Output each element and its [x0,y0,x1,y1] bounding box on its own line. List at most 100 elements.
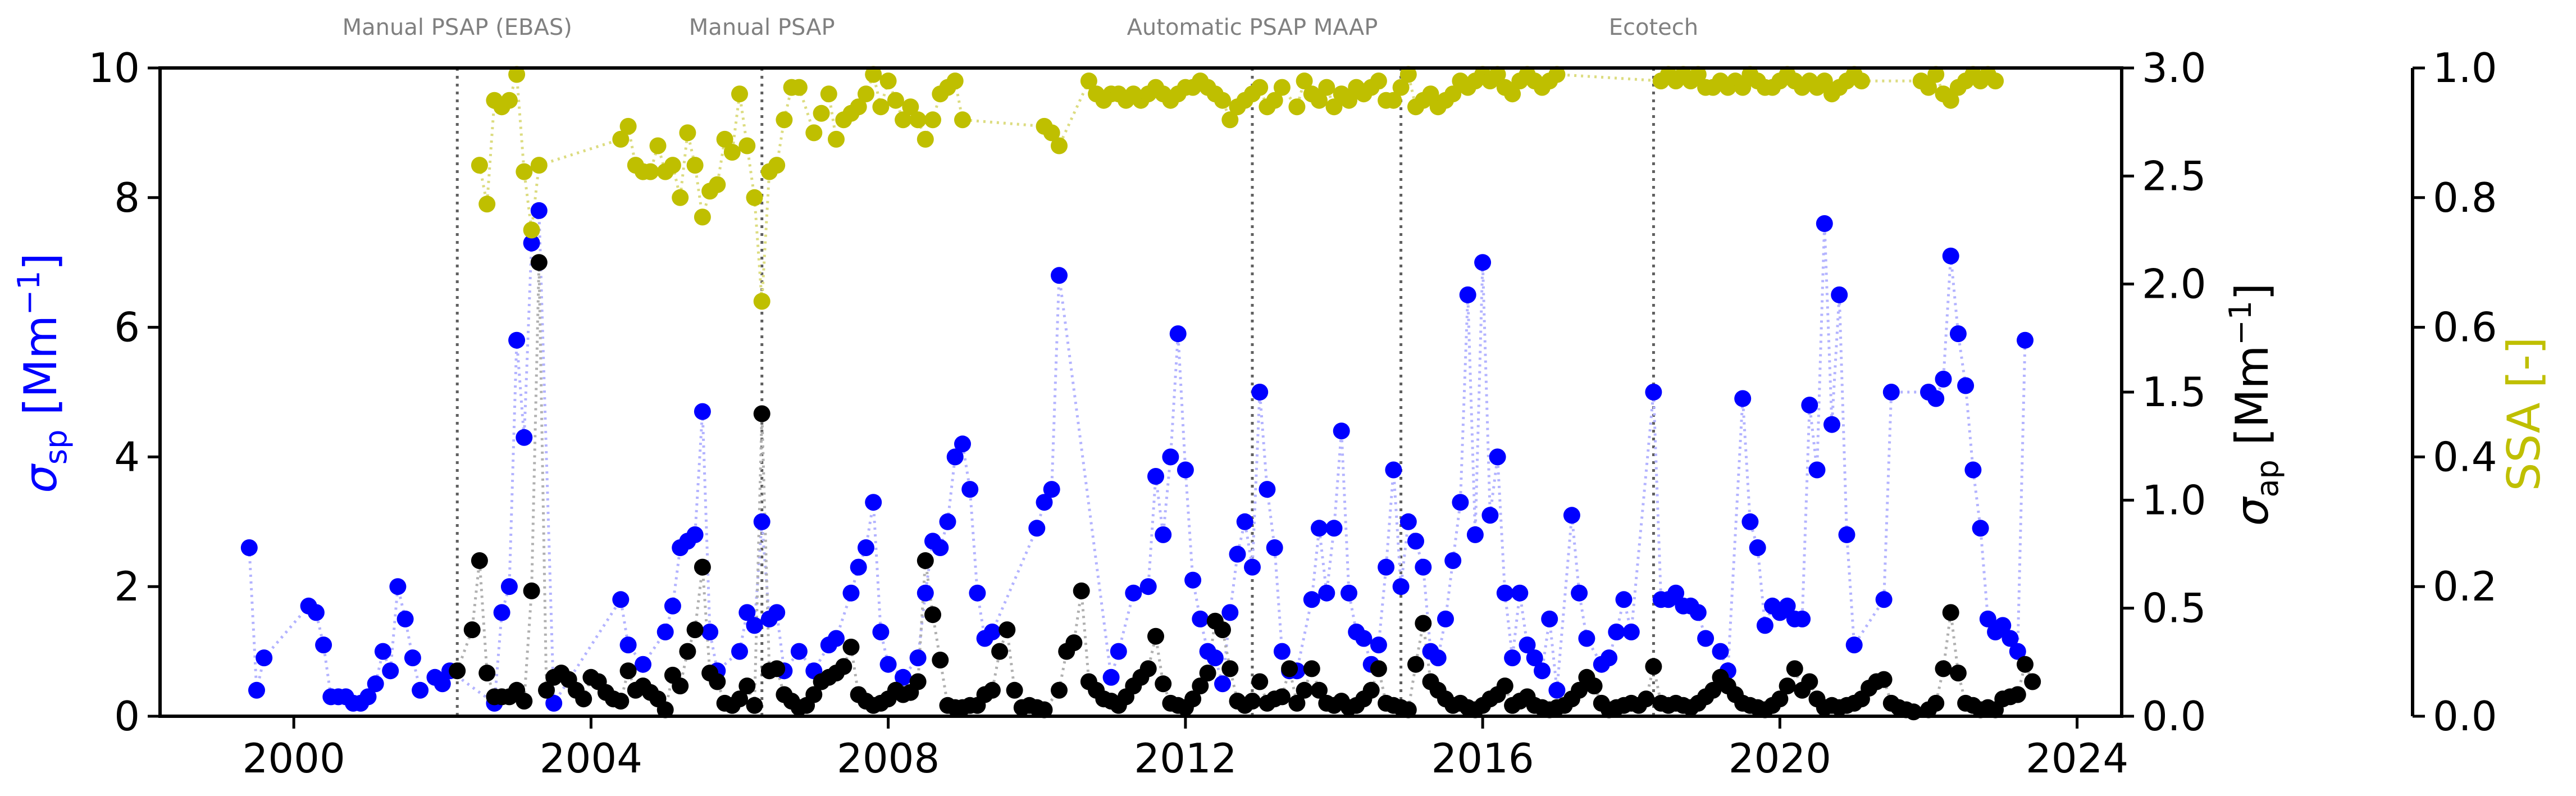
data-point [1036,701,1053,718]
x-tick-label: 2008 [837,735,940,782]
data-point [895,111,912,129]
data-point [516,693,533,710]
annotation-label: Manual PSAP [689,15,835,40]
data-point [1571,681,1588,699]
data-point [1771,690,1789,708]
data-point [694,208,711,226]
data-point [1184,690,1202,708]
data-point [983,681,1001,699]
data-point [1927,694,1945,712]
data-point [367,675,384,693]
data-point [1273,688,1291,706]
data-point [1392,578,1410,595]
data-point [1244,693,1261,710]
data-point [1816,215,1833,232]
data-point [828,130,845,148]
data-point [1259,481,1276,498]
data-point [1608,624,1625,640]
data-point [1816,72,1833,90]
data-point [635,656,651,673]
data-point [2009,686,2026,703]
data-point [1601,649,1618,667]
data-point [508,331,526,349]
y-right-axis-title: σap [Mm−1] [2223,283,2285,526]
data-point [545,694,563,712]
y-left-tick-label: 4 [114,433,140,480]
data-point [879,72,897,90]
data-point [946,448,964,466]
data-point [1534,662,1551,680]
y-ssa-tick-label: 0.4 [2433,433,2497,480]
data-point [1214,621,1231,639]
y-left-title-close: ] [15,253,67,270]
data-point [679,643,696,660]
data-point [1667,584,1685,602]
data-point [412,681,429,699]
data-point [530,157,548,174]
y-right-tick-label: 3.0 [2142,44,2206,92]
data-point [649,137,667,154]
data-point [1102,668,1120,686]
data-point [516,163,533,180]
data-point [1341,584,1357,602]
data-point [1080,72,1097,90]
data-point [1303,591,1320,608]
data-point [478,665,496,682]
data-point [1964,461,1982,479]
y-right-tick-label: 0.5 [2142,585,2206,632]
data-point [686,621,704,639]
plot-frame [158,66,2123,718]
data-point [1831,286,1848,303]
data-point [471,552,488,569]
data-point [850,98,867,116]
data-point [991,643,1009,660]
data-point [1949,665,1967,682]
data-point [1199,665,1216,682]
data-point [1689,604,1707,621]
data-point [463,621,481,639]
data-point [434,675,451,693]
data-point [731,85,748,103]
data-point [1399,513,1417,530]
data-point [1504,649,1521,667]
data-point [902,98,919,116]
data-point [872,98,890,116]
data-point [1139,660,1157,677]
data-point [679,124,696,142]
data-point [701,624,719,640]
data-point [619,636,637,654]
data-point [969,584,986,602]
data-point [790,643,808,660]
data-point [946,72,964,90]
y-ssa-axis-title: SSA [-] [2498,337,2550,492]
data-point [315,636,332,654]
data-point [404,649,421,667]
data-point [1221,111,1239,129]
y-left-title-main: σ [15,463,67,493]
data-point [538,681,555,699]
y-left-title-unit: [Mm [15,315,67,430]
data-point [1192,610,1209,627]
data-point [1392,79,1410,96]
data-point [1823,416,1840,433]
data-point [1504,85,1521,103]
data-point [1801,397,1818,414]
data-point [1704,681,1722,699]
data-point [1244,558,1261,576]
data-point [738,604,756,621]
data-point [1466,526,1484,543]
data-point [530,202,548,219]
data-point [1184,571,1202,589]
data-point [768,157,786,174]
data-point [1875,591,1893,608]
data-point [1043,124,1060,142]
data-point [2017,331,2034,349]
data-point [909,111,927,129]
data-point [1251,384,1269,401]
data-point [1155,526,1172,543]
x-tick-label: 2012 [1134,735,1237,782]
axis-ticks: 2000 2004 2008 2012 2016 2020 2024 0 2 4 6 8 10 0.0 0.… [88,44,2497,782]
data-point [619,662,637,680]
data-point [1957,377,1975,394]
data-point [842,638,860,656]
